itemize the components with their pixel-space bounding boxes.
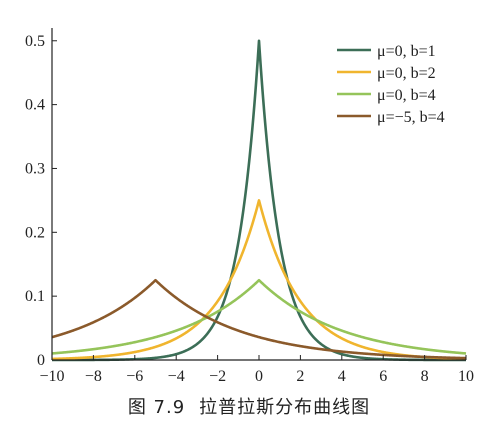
series-line-2: [51, 199, 467, 361]
series-line-3: [51, 278, 467, 355]
x-tick-label: 6: [379, 368, 387, 385]
x-tick-label: −4: [168, 368, 185, 385]
axes: −10 −8 −6 −4 −2 0 2 4 6 8 10 0 0.1 0.2 0.3 0.4 0.5: [25, 28, 474, 385]
x-tick-label: −6: [126, 368, 143, 385]
y-tick-label: 0.1: [25, 288, 45, 305]
figure-title: 拉普拉斯分布曲线图: [199, 397, 371, 418]
x-tick-label: 4: [338, 368, 346, 385]
legend-label-3: μ=0, b=4: [377, 87, 436, 104]
x-tick-label: −2: [209, 368, 226, 385]
legend-label-4: μ=−5, b=4: [377, 109, 445, 126]
y-tick-label: 0.2: [25, 224, 45, 241]
y-tick-label: 0.4: [25, 97, 45, 114]
y-tick-label: 0.3: [25, 160, 45, 177]
x-tick-label: 0: [255, 368, 263, 385]
x-tick-label: 2: [296, 368, 304, 385]
x-tick-label: −10: [39, 368, 64, 385]
figure-number: 图 7.9: [127, 397, 186, 418]
x-tick-label: −8: [85, 368, 102, 385]
legend-label-1: μ=0, b=1: [377, 43, 436, 60]
x-tick-label: 10: [458, 368, 474, 385]
y-tick-label: 0.5: [25, 33, 45, 50]
legend: μ=0, b=1 μ=0, b=2 μ=0, b=4 μ=−5, b=4: [337, 43, 445, 126]
x-tick-label: 8: [421, 368, 429, 385]
series-line-4: [51, 278, 467, 360]
y-tick-label: 0: [37, 352, 45, 369]
legend-label-2: μ=0, b=2: [377, 65, 436, 82]
figure-caption: 图 7.9 拉普拉斯分布曲线图: [0, 393, 498, 419]
